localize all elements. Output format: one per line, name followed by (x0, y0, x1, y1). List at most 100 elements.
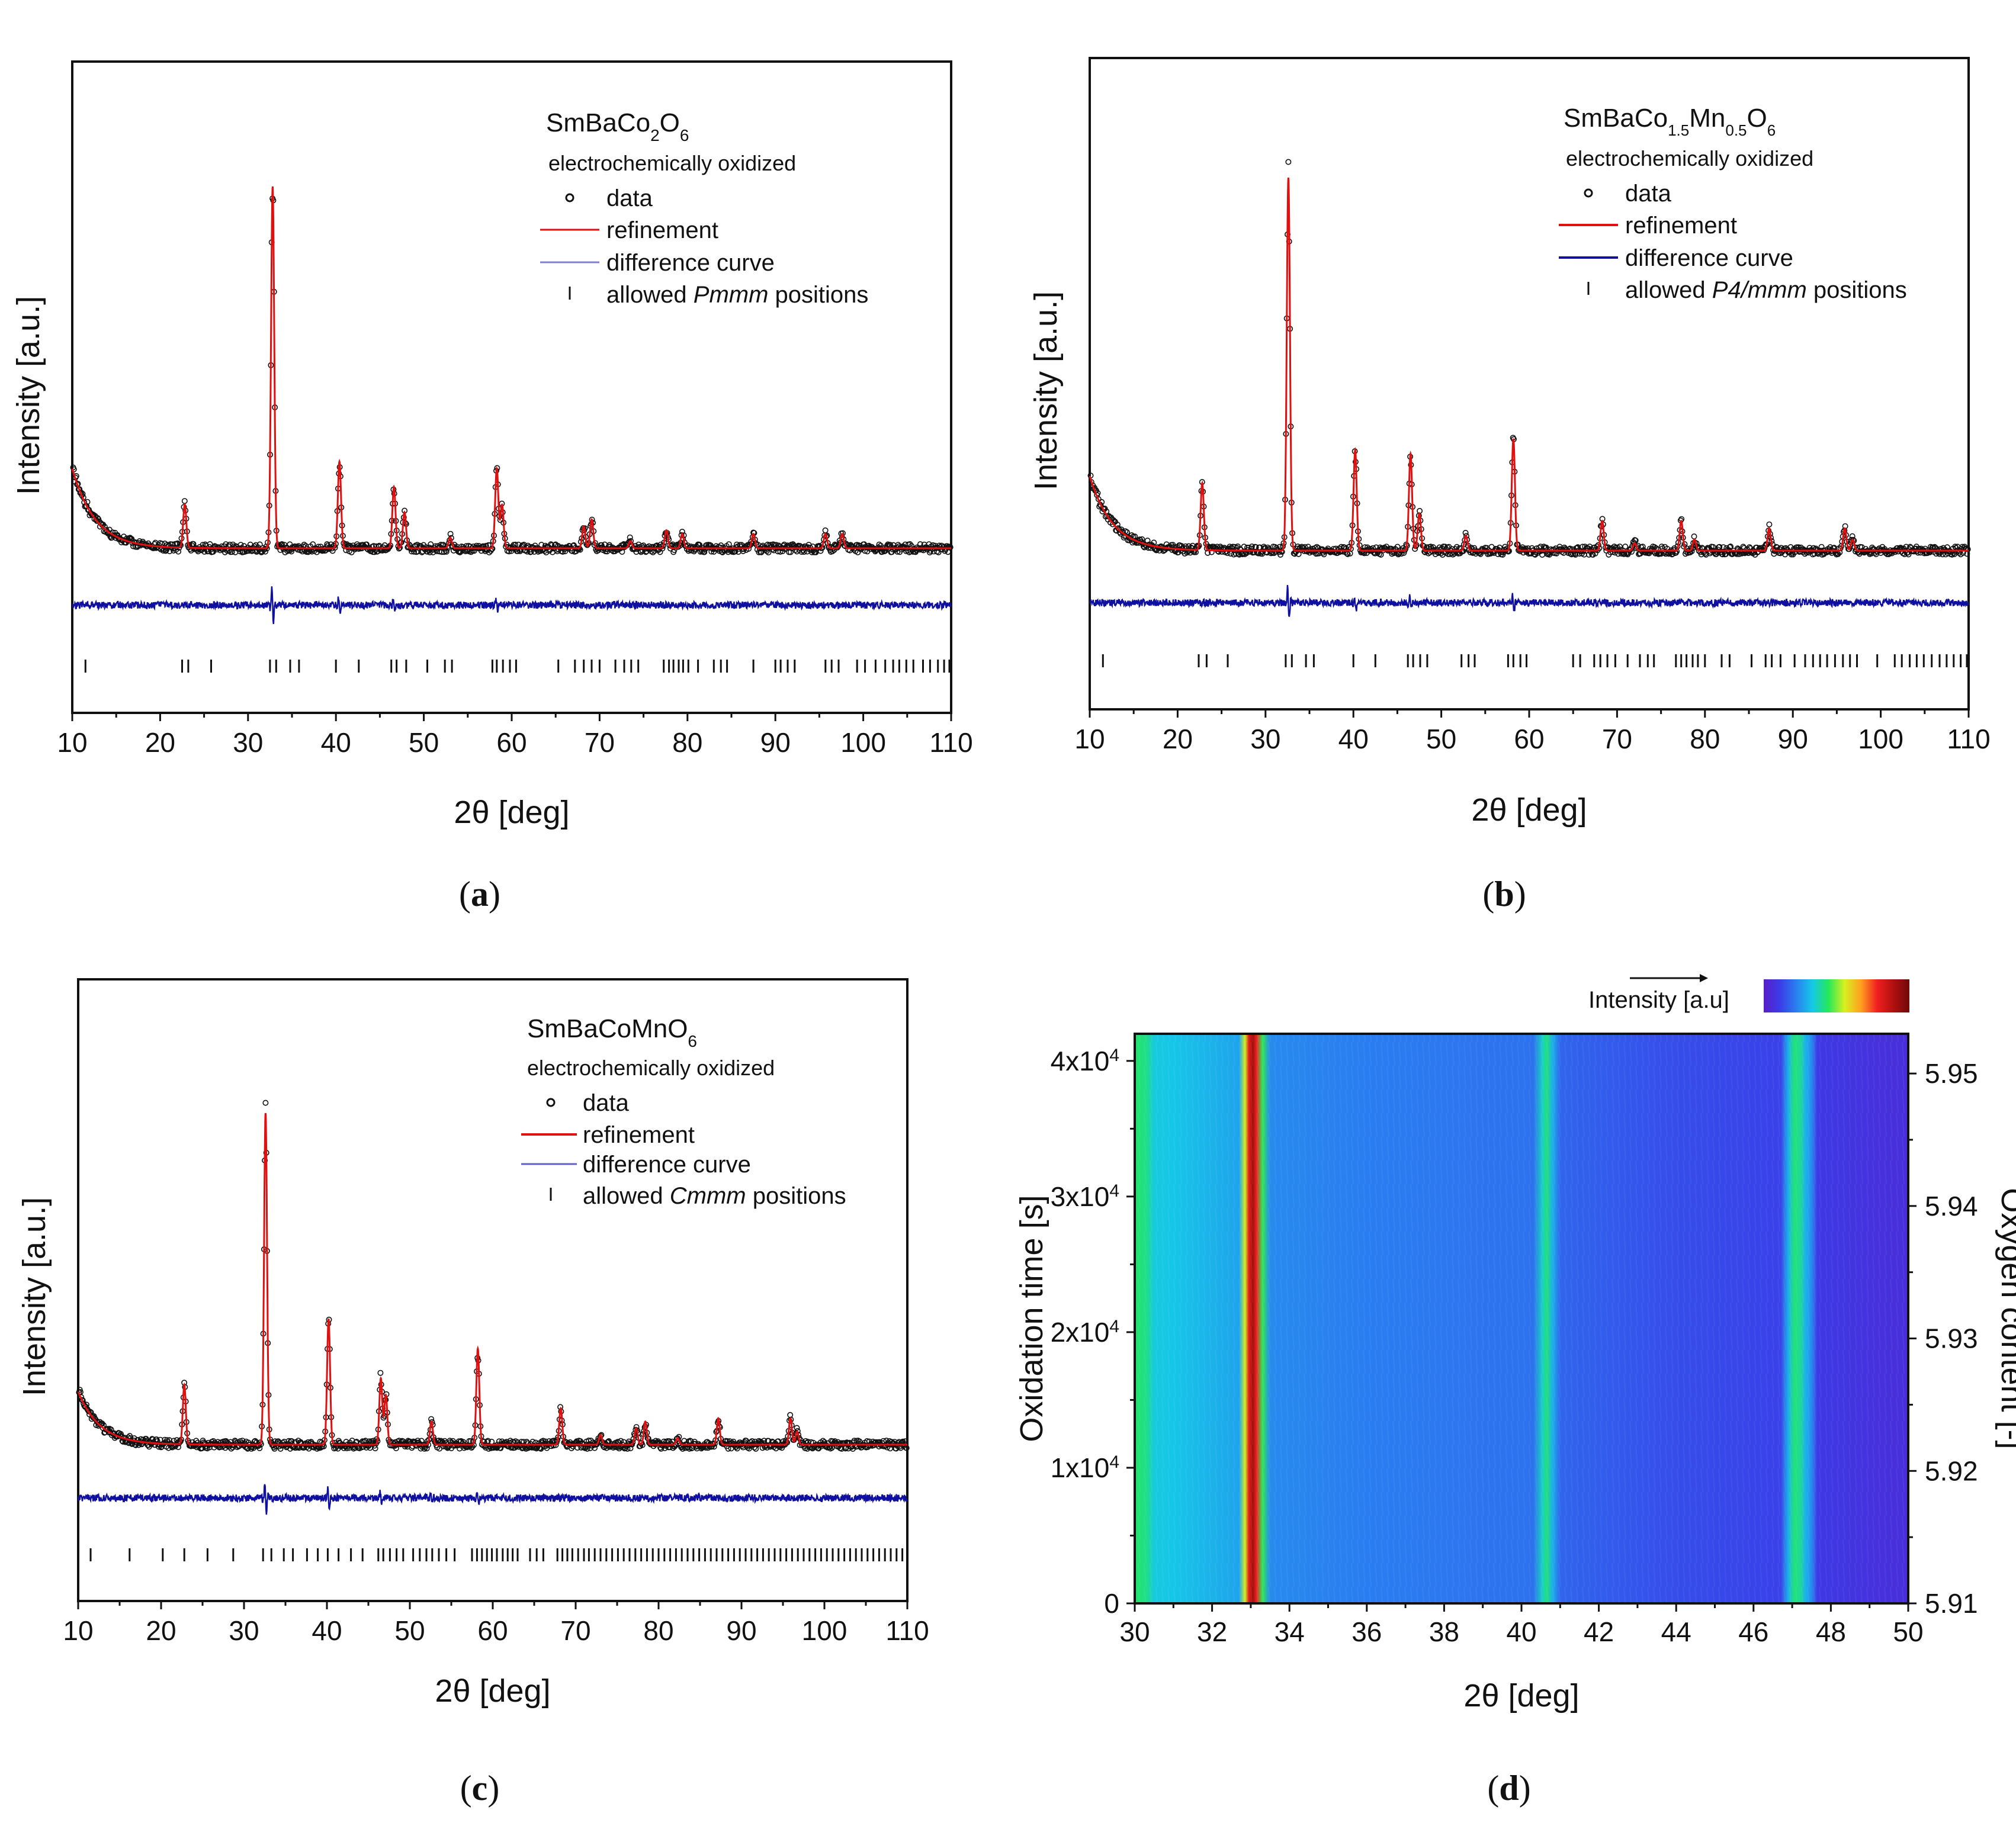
heatmap-y-tick-label: 0 (1104, 1588, 1119, 1619)
legend-refinement-label-a: refinement (606, 217, 718, 243)
data-point (1622, 544, 1629, 550)
data-point (787, 549, 794, 555)
heatmap-x-axis-title: 2θ [deg] (1463, 1678, 1579, 1714)
x-tick-label: 90 (1778, 724, 1808, 754)
data-point (256, 541, 263, 548)
x-axis-a: 10 20 30 40 50 60 70 80 90 100 110 (57, 713, 973, 758)
x-axis-title-c: 2θ [deg] (435, 1673, 550, 1709)
x-tick-label: 30 (1250, 724, 1280, 754)
heatmap-y-tick-label: 1x104 (1051, 1452, 1119, 1483)
legend-a: data refinement difference curve allowed… (540, 185, 868, 308)
data-point (1132, 533, 1138, 540)
x-tick-label: 60 (496, 727, 527, 758)
x-tick-label: 40 (1338, 724, 1369, 754)
data-point (1139, 536, 1145, 542)
legend-refinement-label-c: refinement (583, 1122, 695, 1148)
x-tick-label: 70 (560, 1615, 590, 1646)
data-point (207, 541, 213, 547)
y-axis-title-b: Intensity [a.u.] (1028, 291, 1064, 490)
data-point (1248, 543, 1255, 549)
x-tick-label: 20 (145, 727, 175, 758)
x-tick-label: 110 (885, 1615, 929, 1646)
data-point (1639, 544, 1646, 550)
x-tick-label: 20 (1163, 724, 1193, 754)
legend-difference-label-c: difference curve (583, 1152, 751, 1178)
x-tick-label: 80 (1690, 724, 1720, 754)
data-point (1344, 551, 1351, 557)
refinement-curve-a (71, 186, 951, 549)
legend-data-label-a: data (606, 185, 653, 211)
x-tick-label: 100 (1858, 724, 1903, 754)
data-point (1378, 551, 1384, 558)
heatmap-y-tick-label: 4x104 (1051, 1045, 1119, 1076)
data-point (1716, 544, 1723, 550)
data-point (801, 549, 807, 555)
data-point (160, 547, 166, 554)
heatmap-y2-tick-label: 5.94 (1925, 1191, 1978, 1221)
data-point (468, 549, 474, 555)
data-point (1585, 551, 1592, 558)
data-point (1805, 548, 1811, 555)
legend-positions-label-a: allowed Pmmm positions (606, 282, 868, 308)
heatmap-x-tick-label: 48 (1816, 1616, 1846, 1647)
heatmap-y2-tick-label: 5.91 (1925, 1588, 1978, 1619)
x-tick-label: 40 (321, 727, 351, 758)
data-point (1531, 551, 1537, 557)
data-point (441, 549, 447, 555)
x-tick-label: 110 (929, 727, 972, 758)
panel-a: 10 20 30 40 50 60 70 80 90 100 110 2θ [deg] Intens… (11, 60, 973, 914)
heatmap-x-tick-label: 40 (1506, 1616, 1536, 1647)
data-point (162, 548, 169, 554)
x-axis-title-b: 2θ [deg] (1471, 792, 1587, 828)
heatmap-x-tick-label: 44 (1661, 1616, 1691, 1647)
x-tick-label: 30 (233, 727, 263, 758)
data-point (220, 546, 227, 552)
data-point (556, 544, 563, 551)
data-point (945, 549, 951, 555)
data-point (396, 545, 402, 552)
data-point (627, 534, 633, 541)
x-tick-label: 100 (840, 727, 886, 758)
heatmap-y-tick-label: 2x104 (1051, 1316, 1119, 1348)
data-point (1720, 544, 1727, 551)
x-axis-title-a: 2θ [deg] (454, 795, 569, 830)
compound-title-a: SmBaCo2O6 (546, 108, 689, 144)
subtitle-a: electrochemically oxidized (548, 151, 796, 175)
data-point (855, 549, 861, 555)
data-point (344, 541, 350, 548)
legend-positions-label-b: allowed P4/mmm positions (1625, 277, 1907, 303)
data-point (1617, 544, 1623, 550)
data-point (538, 542, 545, 548)
colorbar-scale (1764, 979, 1909, 1012)
legend-difference-label-b: difference curve (1625, 245, 1793, 271)
data-point (1279, 548, 1285, 555)
data-point (1402, 546, 1409, 552)
data-point (447, 531, 454, 537)
x-tick-label: 110 (1947, 724, 1990, 754)
data-point (885, 541, 891, 548)
panel-label-a: (a) (459, 875, 500, 914)
y-axis-title-c: Intensity [a.u.] (17, 1197, 52, 1396)
x-tick-label: 10 (57, 727, 87, 758)
data-point (1151, 539, 1157, 546)
colorbar-label: Intensity [a.u] (1588, 987, 1729, 1013)
heatmap-y2-axis-title: Oxygen content [-] (1995, 1188, 2016, 1449)
legend-data-label-c: data (583, 1090, 630, 1116)
x-tick-label: 50 (409, 727, 439, 758)
heatmap-y-axis-title: Oxidation time [s] (1014, 1195, 1049, 1442)
data-point (127, 535, 133, 541)
heatmap-x-tick-label: 38 (1429, 1616, 1459, 1647)
data-point (822, 527, 829, 533)
data-point (1572, 551, 1579, 558)
heatmap-y-tick-label: 3x104 (1051, 1181, 1119, 1212)
legend-refinement-label-b: refinement (1625, 213, 1737, 239)
panel-b: 10 20 30 40 50 60 70 80 90 100 110 2θ [deg] Intens… (1028, 57, 1991, 914)
legend-data-marker-a (565, 193, 574, 202)
x-tick-label: 10 (63, 1615, 93, 1646)
panel-label-b: (b) (1482, 875, 1526, 914)
panel-label-d: (d) (1487, 1769, 1530, 1808)
legend-data-label-b: data (1625, 181, 1672, 207)
data-point (628, 538, 634, 544)
data-point (1787, 544, 1794, 550)
heatmap-y2-tick-label: 5.95 (1925, 1058, 1978, 1089)
